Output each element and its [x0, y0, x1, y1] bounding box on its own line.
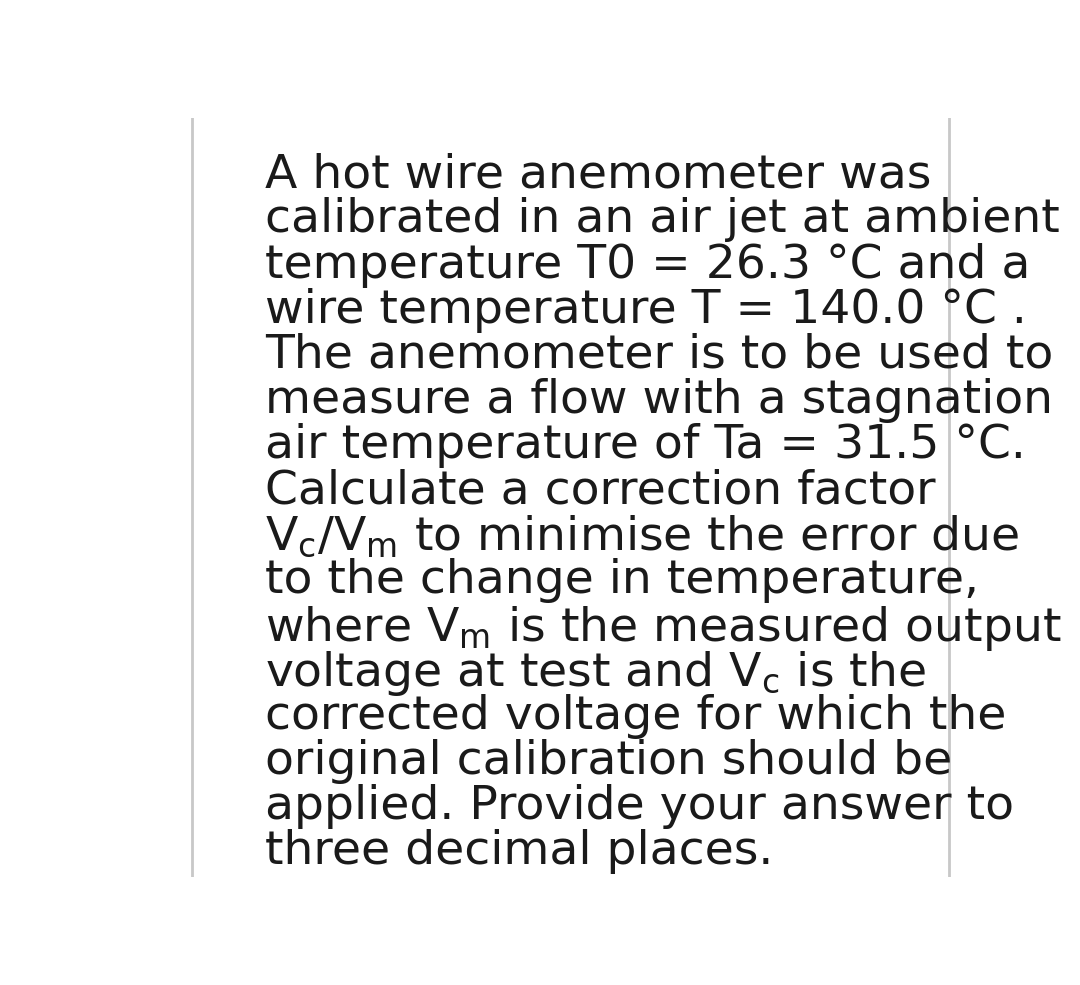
Text: corrected voltage for which the: corrected voltage for which the: [265, 693, 1007, 739]
Text: applied. Provide your answer to: applied. Provide your answer to: [265, 784, 1014, 829]
Text: where $\mathregular{V}_\mathregular{m}$ is the measured output: where $\mathregular{V}_\mathregular{m}$ …: [265, 604, 1062, 653]
Text: A hot wire anemometer was: A hot wire anemometer was: [265, 153, 931, 197]
Text: wire temperature T = 140.0 °C .: wire temperature T = 140.0 °C .: [265, 288, 1027, 333]
Text: original calibration should be: original calibration should be: [265, 739, 951, 784]
Text: The anemometer is to be used to: The anemometer is to be used to: [265, 333, 1053, 378]
Text: three decimal places.: three decimal places.: [265, 829, 773, 875]
Text: temperature T0 = 26.3 °C and a: temperature T0 = 26.3 °C and a: [265, 242, 1030, 288]
Text: measure a flow with a stagnation: measure a flow with a stagnation: [265, 378, 1053, 423]
Text: $\mathregular{V}_\mathregular{c}/\mathregular{V}_\mathregular{m}$ to minimise th: $\mathregular{V}_\mathregular{c}/\mathre…: [265, 513, 1020, 559]
Text: Calculate a correction factor: Calculate a correction factor: [265, 468, 935, 513]
Text: calibrated in an air jet at ambient: calibrated in an air jet at ambient: [265, 197, 1059, 242]
Text: air temperature of Ta = 31.5 °C.: air temperature of Ta = 31.5 °C.: [265, 424, 1026, 468]
Text: to the change in temperature,: to the change in temperature,: [265, 558, 978, 604]
Text: voltage at test and $\mathregular{V}_\mathregular{c}$ is the: voltage at test and $\mathregular{V}_\ma…: [265, 649, 926, 697]
